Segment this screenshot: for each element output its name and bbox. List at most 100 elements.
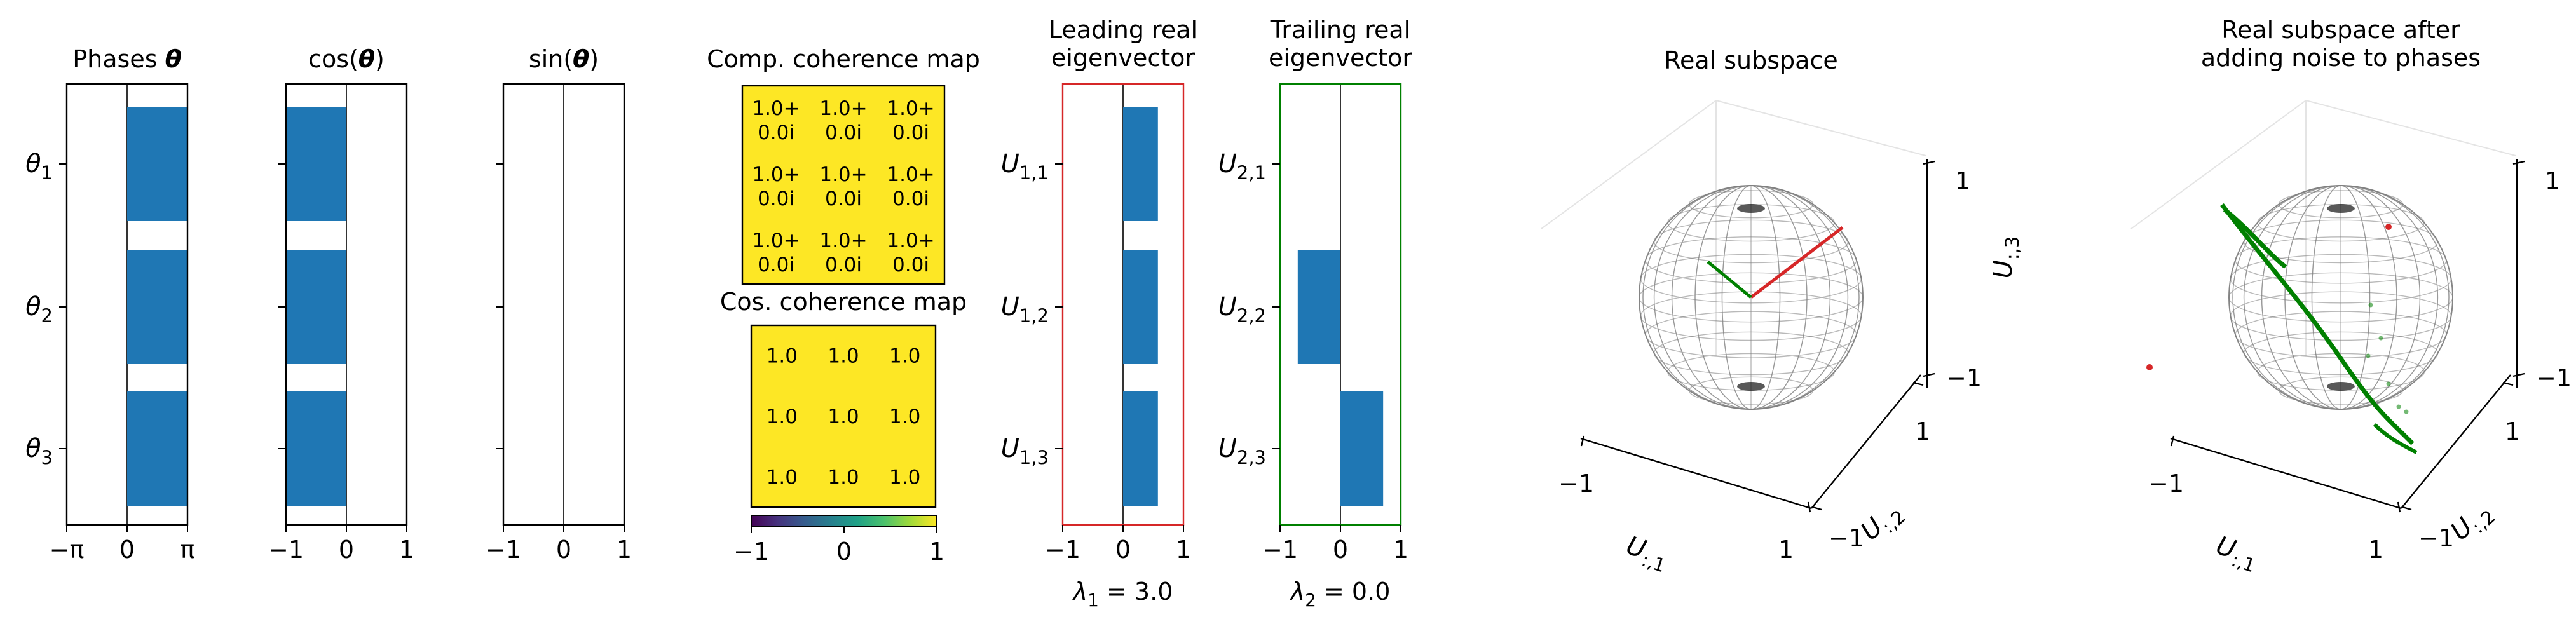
y-tick-label: U1,2 (1001, 292, 1049, 327)
x-tick-label: −1 (2148, 470, 2184, 498)
heatmap-cell-value: 1.0+ (887, 97, 934, 120)
eigenvalue-caption: λ2 = 0.0 (1290, 578, 1391, 611)
heatmap-cell-value: 1.0+ (887, 229, 934, 252)
sphere-wireframe (1639, 185, 1864, 410)
x-tick-label: 0 (119, 536, 135, 564)
bar-phases-3 (127, 391, 187, 506)
sphere-pole-bottom (2327, 382, 2355, 391)
y-tick (2402, 506, 2412, 511)
y-tick-label: U1,3 (1001, 434, 1049, 468)
x-tick-label: 0 (556, 536, 571, 564)
sphere-meridian (2232, 185, 2450, 410)
y-tick-label: −1 (1829, 524, 1864, 552)
y-tick-label: U2,3 (1218, 434, 1266, 468)
colorbar-tick-label: 1 (929, 538, 944, 566)
heatmap-cell-value: 0.0i (892, 121, 929, 144)
z-tick (1923, 160, 1935, 165)
z-tick-label: −1 (1946, 364, 1982, 392)
x-tick (2170, 435, 2175, 447)
sphere-pole-top (1737, 204, 1765, 213)
pane-edge (1715, 100, 1926, 156)
panel-sin: −1 0 1 sin(θ) (486, 45, 632, 564)
panel-title-line: Real subspace (1664, 46, 1837, 74)
z-axis-label: U:,3 (1989, 236, 2023, 279)
bar-cos-1 (286, 107, 346, 221)
bar-trailing-2 (1297, 250, 1340, 364)
panel-title-line: eigenvector (1269, 44, 1412, 72)
noisy-point (2366, 353, 2371, 358)
pane-edge (2130, 100, 2307, 229)
x-axis-line (2170, 437, 2402, 510)
heatmap-cell-value: 1.0+ (887, 163, 934, 186)
noisy-trailing-curve (2373, 423, 2418, 454)
z-tick (1923, 372, 1935, 377)
x-axis-line (1580, 437, 1812, 510)
y-tick-label: −1 (2418, 524, 2454, 552)
heatmap-cell-value: 1.0 (889, 405, 920, 428)
noisy-leading-point (2385, 224, 2392, 230)
y-axis-line (2401, 374, 2511, 509)
y-tick-label: U2,1 (1218, 149, 1266, 184)
x-tick (1580, 435, 1585, 447)
x-tick-label: −1 (1262, 536, 1298, 564)
heatmap-frame (750, 324, 937, 508)
heatmap-cell-value: 1.0+ (752, 163, 800, 186)
x-tick-label: −1 (1045, 536, 1080, 564)
eigenvalue-caption: λ1 = 3.0 (1072, 578, 1173, 611)
bar-phases-2 (127, 250, 187, 364)
z-tick-label: 1 (2545, 167, 2560, 195)
z-tick-label: −1 (2536, 364, 2572, 392)
noisy-trailing-curve (2220, 203, 2415, 445)
panel-title: sin(θ) (529, 45, 599, 73)
noisy-point (2396, 404, 2401, 409)
panel-title: cos(θ) (308, 45, 385, 73)
panel-title-line: eigenvector (1051, 44, 1195, 72)
x-tick-label: 1 (2368, 536, 2383, 564)
x-tick-label: −1 (486, 536, 521, 564)
x-axis-label: U:,1 (1621, 531, 1672, 576)
heatmap-cell-value: 1.0+ (752, 229, 800, 252)
sphere-pole-top (2327, 204, 2355, 213)
panel-cos_coherence: 1.0 1.0 1.0 1.0 1.0 1.0 1.0 1.0 1.0 (750, 324, 937, 508)
x-tick-label: 1 (399, 536, 414, 564)
bar-leading-2 (1123, 250, 1158, 364)
sphere-meridian (1642, 185, 1860, 410)
panel-title-line: adding noise to phases (2201, 44, 2481, 72)
colorbar-tick-label: 0 (836, 538, 852, 566)
y-tick (1912, 381, 1924, 386)
bar-trailing-3 (1340, 391, 1384, 506)
noisy-trailing-curve (2223, 208, 2287, 269)
noisy-leading-point (2146, 364, 2153, 370)
x-tick-label: 0 (339, 536, 354, 564)
x-tick-label: 1 (1393, 536, 1408, 564)
heatmap-cell-value: 0.0i (825, 187, 862, 210)
pane-edge (2305, 100, 2516, 156)
sphere-pole-bottom (1737, 382, 1765, 391)
y-tick-label: 1 (2505, 417, 2520, 445)
bar-cos-3 (286, 391, 346, 506)
heatmap-cell-value: 0.0i (892, 254, 929, 276)
x-tick (1807, 501, 1811, 513)
noisy-point (2386, 381, 2391, 386)
panel-title-line: Trailing real (1270, 16, 1411, 44)
heatmap-cell-value: 0.0i (825, 121, 862, 144)
z-tick-label: 1 (1955, 167, 1970, 195)
z-tick (2512, 160, 2525, 165)
x-tick-label: 1 (1778, 536, 1794, 564)
heatmap-cell-value: 1.0 (767, 345, 798, 368)
y-tick-label: θ1 (25, 149, 53, 184)
pane-edge (1541, 100, 1717, 229)
heatmap-cell-value: 0.0i (758, 187, 794, 210)
heatmap-cell-value: 1.0 (767, 466, 798, 489)
heatmap-cell-value: 1.0 (828, 405, 859, 428)
noisy-point (2368, 302, 2373, 308)
y-tick (2502, 381, 2514, 386)
sphere-wireframe (2228, 185, 2453, 410)
x-tick-label: 1 (1176, 536, 1191, 564)
panel-comp_coherence: 1.0+0.0i1.0+0.0i1.0+0.0i1.0+0.0i1.0+0.0i… (741, 85, 946, 285)
bar-phases-1 (127, 107, 187, 221)
x-tick (2397, 501, 2401, 513)
panel-title-cos-coherence: Cos. coherence map (720, 288, 967, 316)
